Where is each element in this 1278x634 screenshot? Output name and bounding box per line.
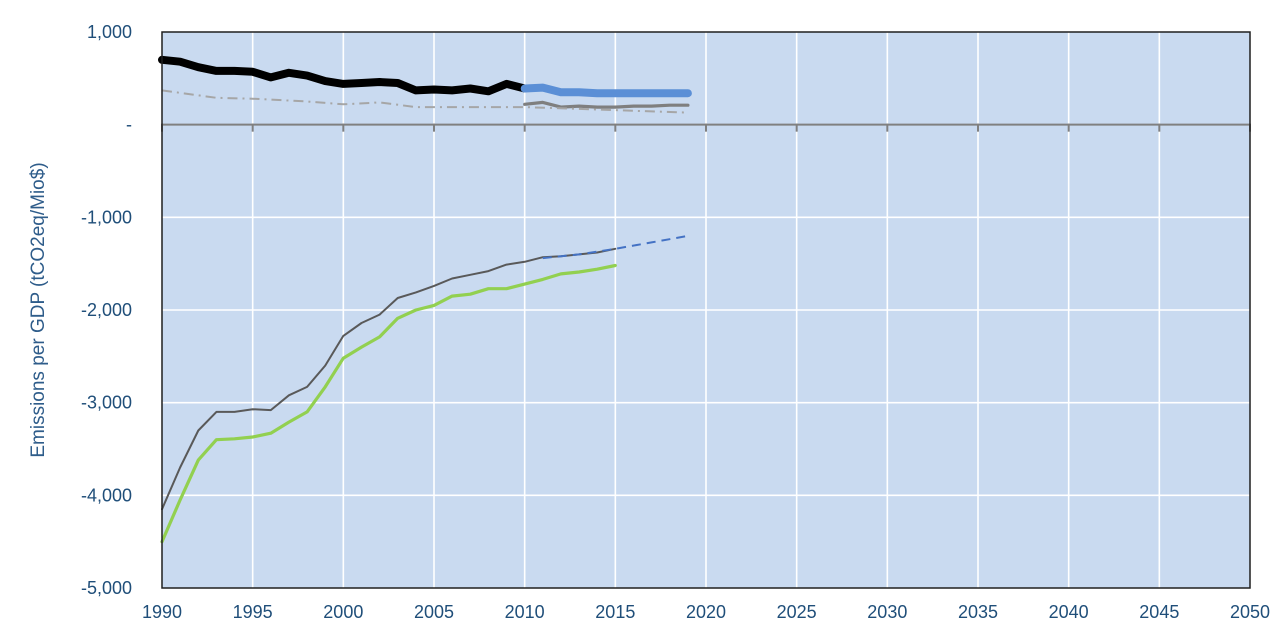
- series-line-gray-dashdot: [161, 89, 688, 114]
- y-tick-label: -1,000: [81, 207, 132, 227]
- y-axis-tick-labels: 1,000 - -1,000 -2,000 -3,000 -4,000 -5,000: [81, 22, 132, 598]
- x-tick-label: 2015: [595, 602, 635, 622]
- series-line-green: [160, 263, 617, 544]
- x-axis-tick-labels: 1990 1995 2000 2005 2010 2015 2020 2025 2030 2035…: [142, 602, 1270, 622]
- y-axis-label: Emissions per GDP (tCO2eq/Mio$): [28, 162, 49, 457]
- zero-axis: [161, 123, 1251, 132]
- x-tick-label: 1995: [233, 602, 273, 622]
- x-tick-label: 2030: [867, 602, 907, 622]
- series-line-gray-medium: [523, 100, 690, 109]
- x-tick-label: 2050: [1230, 602, 1270, 622]
- series-line-black-thick: [158, 55, 529, 96]
- plot-border: [161, 31, 1251, 589]
- y-tick-label: -: [126, 115, 132, 135]
- x-tick-label: 2020: [686, 602, 726, 622]
- series-line-blue-thick: [520, 83, 692, 98]
- x-tick-label: 2005: [414, 602, 454, 622]
- series-line-blue-dashed: [542, 234, 689, 260]
- y-tick-label: 1,000: [87, 22, 132, 42]
- x-tick-label: 2010: [505, 602, 545, 622]
- series-layer: [158, 55, 692, 544]
- y-tick-label: -3,000: [81, 393, 132, 413]
- x-tick-label: 2035: [958, 602, 998, 622]
- x-tick-label: 2025: [777, 602, 817, 622]
- x-tick-label: 1990: [142, 602, 182, 622]
- y-tick-label: -2,000: [81, 300, 132, 320]
- y-tick-label: -4,000: [81, 485, 132, 505]
- series-line-dark-gray-thin: [161, 247, 617, 511]
- y-tick-label: -5,000: [81, 578, 132, 598]
- x-tick-label: 2045: [1139, 602, 1179, 622]
- x-tick-label: 2000: [323, 602, 363, 622]
- x-tick-label: 2040: [1049, 602, 1089, 622]
